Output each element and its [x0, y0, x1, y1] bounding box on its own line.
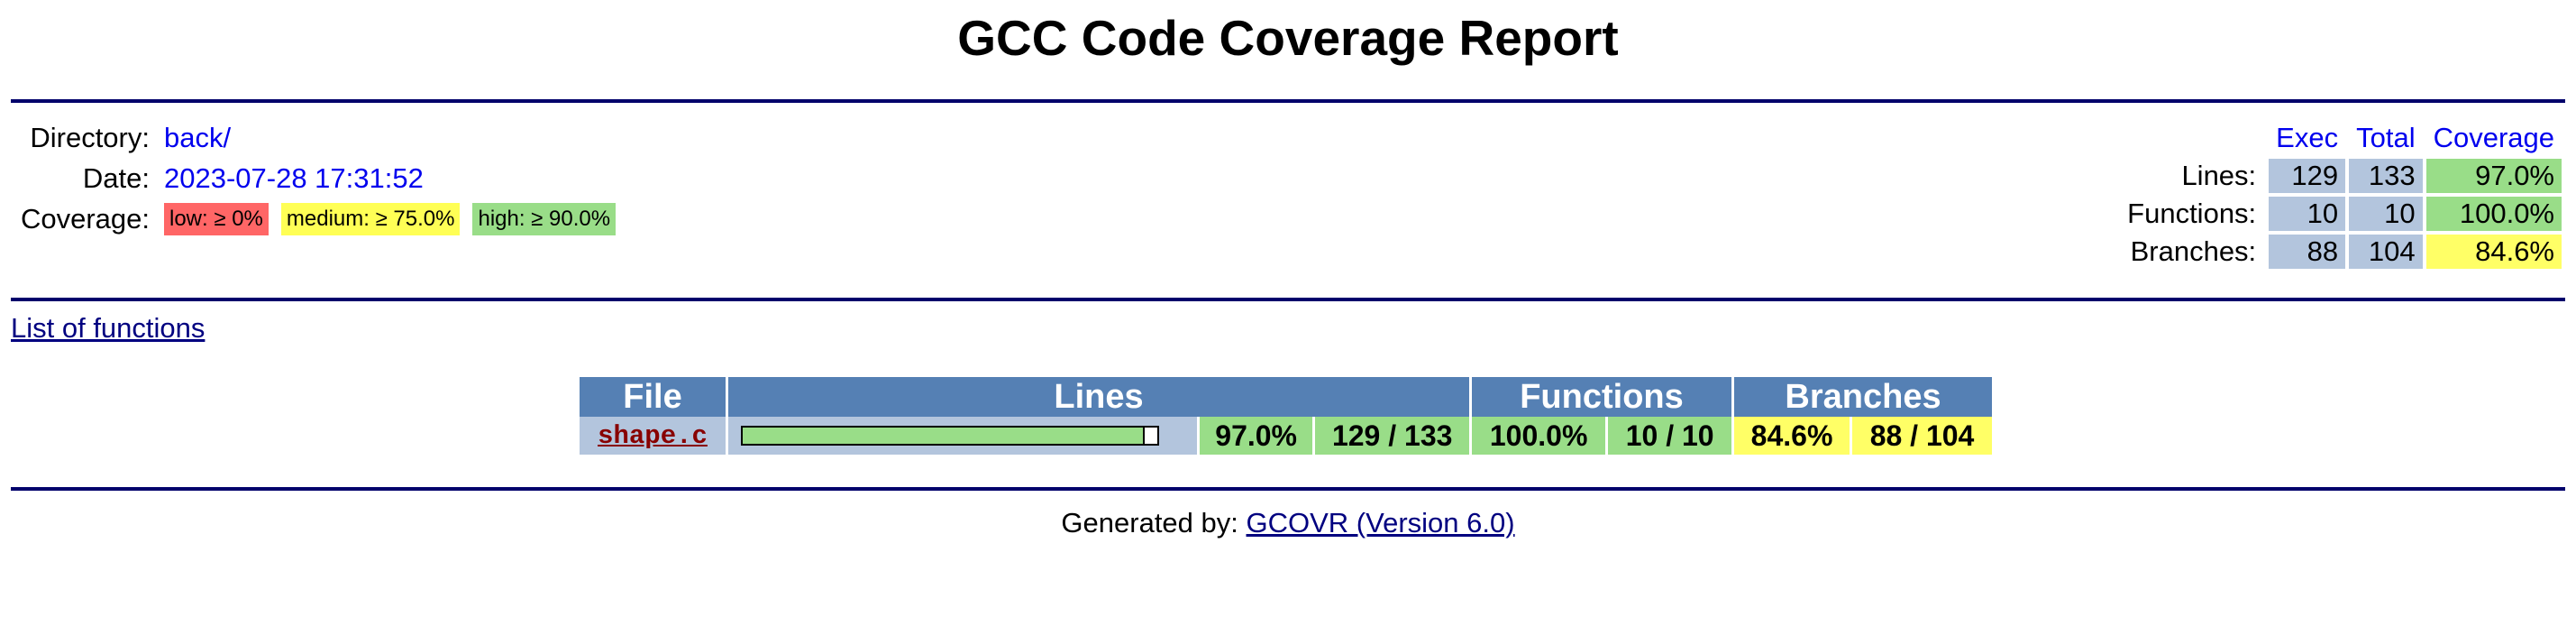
header-lines: Lines: [728, 377, 1469, 417]
footer: Generated by: GCOVR (Version 6.0): [0, 507, 2576, 539]
file-row: shape.c 97.0% 129 / 133 100.0% 10 / 10 8…: [580, 417, 1992, 455]
header-file: File: [580, 377, 726, 417]
summary-row-functions: Functions: 10 10 100.0%: [2120, 197, 2562, 231]
summary-header-exec: Exec: [2276, 122, 2339, 153]
summary-label: Functions:: [2127, 198, 2257, 229]
coverage-legend-row: Coverage: low: ≥ 0% medium: ≥ 75.0% high…: [11, 198, 628, 239]
summary-exec: 88: [2269, 235, 2346, 269]
branches-count: 88 / 104: [1852, 417, 1992, 455]
divider-bottom: [11, 487, 2565, 491]
legend-medium: medium: ≥ 75.0%: [280, 202, 461, 235]
file-table-header-row: File Lines Functions Branches: [580, 377, 1992, 417]
date-row: Date: 2023-07-28 17:31:52: [11, 158, 628, 198]
coverage-summary-table: Exec Total Coverage Lines: 129 133 97.0%…: [2116, 117, 2565, 272]
legend-high: high: ≥ 90.0%: [472, 202, 617, 235]
summary-exec: 129: [2269, 159, 2346, 193]
divider-top: [11, 99, 2565, 103]
page-title: GCC Code Coverage Report: [957, 10, 1619, 66]
summary-header-row: Exec Total Coverage: [2120, 121, 2562, 155]
functions-percent: 100.0%: [1472, 417, 1606, 455]
file-link[interactable]: shape.c: [580, 417, 726, 455]
report-info: Directory: back/ Date: 2023-07-28 17:31:…: [11, 117, 628, 239]
footer-prefix: Generated by:: [1061, 507, 1238, 539]
date-value: 2023-07-28 17:31:52: [164, 161, 424, 194]
lines-count: 129 / 133: [1315, 417, 1469, 455]
summary-header-coverage: Coverage: [2433, 122, 2554, 153]
summary-row-lines: Lines: 129 133 97.0%: [2120, 159, 2562, 193]
header-branches: Branches: [1734, 377, 1992, 417]
lines-coverage-bar-cell: [728, 417, 1197, 455]
legend-low: low: ≥ 0%: [164, 202, 269, 235]
summary-total: 104: [2349, 235, 2423, 269]
lines-percent: 97.0%: [1199, 417, 1313, 455]
directory-value: back/: [164, 121, 232, 153]
summary-header-total: Total: [2356, 122, 2416, 153]
summary-coverage: 97.0%: [2425, 159, 2562, 193]
list-of-functions-link[interactable]: List of functions: [11, 312, 206, 344]
summary-row-branches: Branches: 88 104 84.6%: [2120, 235, 2562, 269]
coverage-label: Coverage:: [20, 202, 150, 235]
summary-label: Branches:: [2130, 235, 2257, 267]
lines-coverage-bar-fill: [743, 428, 1146, 444]
date-label: Date:: [82, 161, 150, 194]
file-coverage-table: File Lines Functions Branches shape.c 97…: [577, 377, 1995, 455]
summary-exec: 10: [2269, 197, 2346, 231]
directory-row: Directory: back/: [11, 117, 628, 158]
gcovr-link[interactable]: GCOVR (Version 6.0): [1246, 507, 1515, 539]
directory-label: Directory:: [30, 121, 150, 153]
functions-count: 10 / 10: [1608, 417, 1731, 455]
branches-percent: 84.6%: [1734, 417, 1850, 455]
summary-coverage: 84.6%: [2425, 235, 2562, 269]
summary-coverage: 100.0%: [2425, 197, 2562, 231]
divider-middle: [11, 298, 2565, 301]
header-functions: Functions: [1472, 377, 1731, 417]
lines-coverage-bar: [741, 426, 1159, 446]
summary-total: 10: [2349, 197, 2423, 231]
summary-total: 133: [2349, 159, 2423, 193]
summary-label: Lines:: [2181, 160, 2257, 191]
